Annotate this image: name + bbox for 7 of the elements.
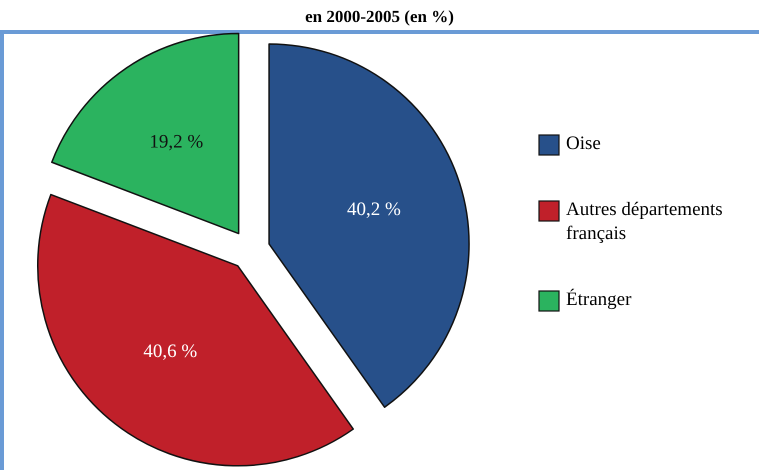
data-label: 40,6 % [143,341,198,362]
legend-label: Oise [566,133,601,154]
data-label: 19,2 % [149,131,204,152]
data-label: 40,2 % [346,198,401,220]
legend-label: Étranger [566,288,632,310]
chart-title: en 2000-2005 (en %) [305,7,454,26]
legend-label: Autres départements français [566,199,723,244]
